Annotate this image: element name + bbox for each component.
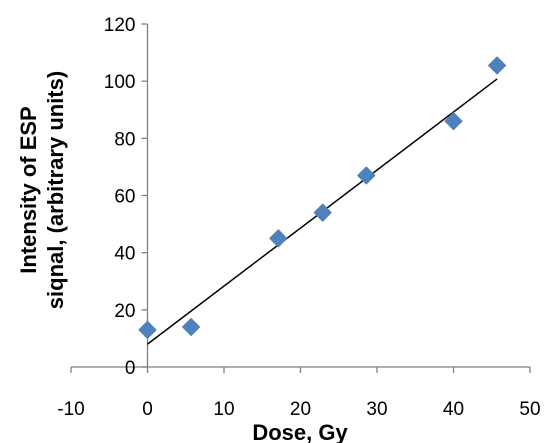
tick-labels: -10 0 10 20 30 40 50 0 20 40 60 80 100 120 xyxy=(57,15,540,420)
data-point-marker xyxy=(181,317,201,337)
y-tick-label: 0 xyxy=(125,358,136,379)
data-point-marker xyxy=(444,111,463,131)
x-tick-label: 10 xyxy=(213,399,234,420)
y-tick-label: 60 xyxy=(114,187,135,208)
y-tick-label: 100 xyxy=(104,72,136,93)
x-tick-label: 50 xyxy=(519,399,540,420)
y-axis-title: Intensity of ESP siqnal, (arbitrary unit… xyxy=(16,71,68,309)
y-tick-label: 20 xyxy=(114,301,135,322)
data-point-marker xyxy=(313,203,333,223)
y-tick-label: 120 xyxy=(104,15,136,36)
data-point-marker xyxy=(138,320,157,340)
data-point-marker xyxy=(356,166,376,185)
y-axis-title-line1: Intensity of ESP xyxy=(16,106,41,273)
x-axis-title: Dose, Gy xyxy=(252,420,348,443)
x-tick-label: 20 xyxy=(290,399,311,420)
data-points xyxy=(138,56,507,340)
x-tick-label: 30 xyxy=(366,399,387,420)
y-tick-label: 40 xyxy=(114,244,135,265)
y-axis-title-line2: siqnal, (arbitrary units) xyxy=(43,71,68,309)
data-point-marker xyxy=(487,56,507,75)
ticks xyxy=(70,23,531,373)
axes xyxy=(71,24,530,368)
data-point-marker xyxy=(268,229,288,248)
x-tick-label: 0 xyxy=(142,399,153,420)
x-tick-label: 40 xyxy=(443,399,464,420)
x-tick-label: -10 xyxy=(57,399,84,420)
y-tick-label: 80 xyxy=(114,129,135,150)
